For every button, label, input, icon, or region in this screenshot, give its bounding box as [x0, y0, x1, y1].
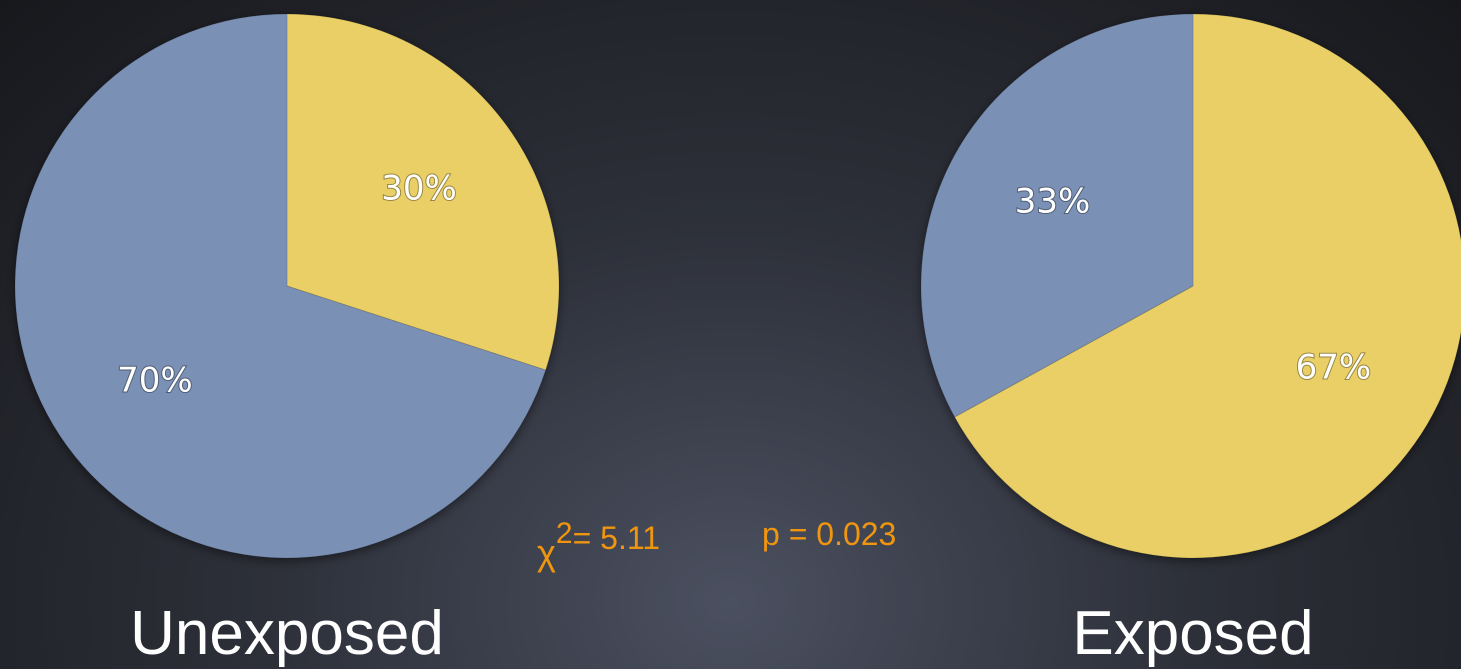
pie-slice-unexposed-0: [286, 13, 560, 371]
pie-unexposed-labels: 30% 70%: [116, 168, 458, 402]
chi-symbol: χ: [537, 532, 556, 573]
pie-slice-label-unexposed-0: 30%: [381, 169, 457, 209]
pie-slice-label-exposed-1: 33%: [1015, 181, 1091, 221]
pie-slice-exposed-0: [953, 13, 1461, 559]
pie-chart-unexposed: [14, 13, 560, 559]
pie-chart-exposed: [920, 13, 1461, 559]
pie-title-unexposed: Unexposed: [130, 599, 444, 668]
chi-exponent: 2: [555, 517, 573, 550]
pie-slice-unexposed-1: [14, 13, 547, 559]
pie-exposed-labels: 67% 33%: [1014, 180, 1373, 388]
pie-slice-label-unexposed-1: 70%: [117, 360, 193, 400]
pie-slice-exposed-1: [920, 13, 1194, 418]
p-value-statistic: p = 0.023: [762, 516, 897, 552]
pie-slice-label-exposed-0: 67%: [1296, 348, 1372, 388]
pie-title-exposed: Exposed: [1072, 599, 1313, 668]
chi-value: = 5.11: [572, 520, 661, 556]
chi-square-statistic: χ2= 5.11: [537, 516, 660, 576]
